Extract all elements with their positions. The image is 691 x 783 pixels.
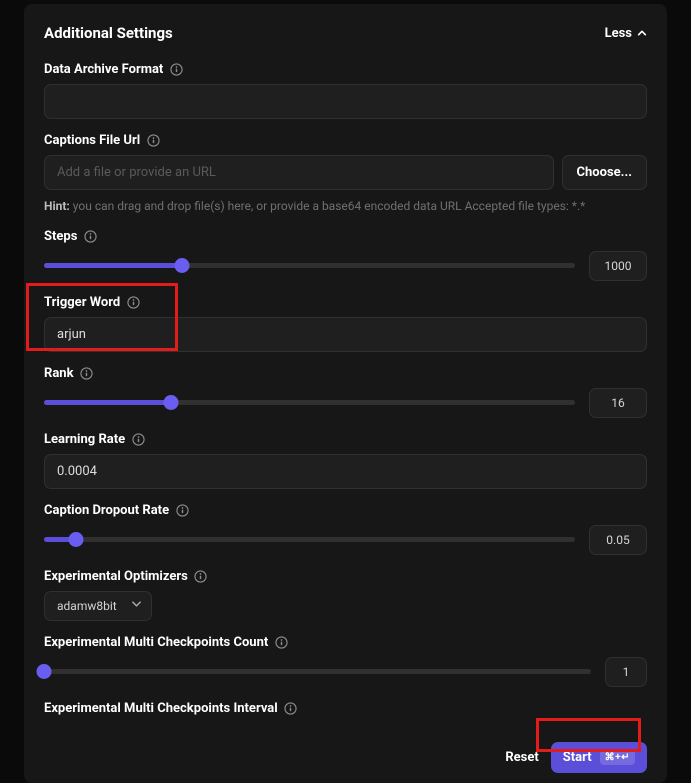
- steps-value[interactable]: 1000: [589, 251, 647, 281]
- trigger-word-field: Trigger Word: [44, 295, 647, 352]
- rank-field: Rank 16: [44, 366, 647, 418]
- steps-slider[interactable]: [44, 256, 575, 276]
- captions-hint: Hint: you can drag and drop file(s) here…: [44, 198, 647, 215]
- checkpoints-interval-label: Experimental Multi Checkpoints Interval: [44, 701, 278, 716]
- settings-panel: Additional Settings Less Data Archive Fo…: [24, 4, 667, 783]
- rank-value[interactable]: 16: [589, 388, 647, 418]
- slider-thumb[interactable]: [164, 395, 179, 410]
- rank-label: Rank: [44, 366, 74, 381]
- checkpoints-count-slider[interactable]: [44, 662, 591, 682]
- trigger-word-input[interactable]: [44, 317, 647, 352]
- captions-label: Captions File Url: [44, 133, 140, 148]
- learning-rate-field: Learning Rate: [44, 432, 647, 489]
- slider-thumb[interactable]: [175, 258, 190, 273]
- hint-label: Hint:: [44, 199, 70, 213]
- dropout-slider[interactable]: [44, 530, 575, 550]
- start-label: Start: [563, 750, 592, 765]
- info-icon[interactable]: [83, 229, 97, 243]
- info-icon[interactable]: [284, 701, 298, 715]
- info-icon[interactable]: [169, 63, 183, 77]
- shortcut-chip: ⌘+↵: [600, 750, 635, 765]
- info-icon[interactable]: [274, 635, 288, 649]
- rank-slider[interactable]: [44, 393, 575, 413]
- info-icon[interactable]: [175, 503, 189, 517]
- checkpoints-count-value[interactable]: 1: [605, 657, 647, 687]
- info-icon[interactable]: [126, 295, 140, 309]
- trigger-word-label: Trigger Word: [44, 295, 120, 310]
- checkpoints-count-label: Experimental Multi Checkpoints Count: [44, 635, 268, 650]
- data-archive-input[interactable]: [44, 84, 647, 119]
- slider-thumb[interactable]: [37, 664, 52, 679]
- start-button[interactable]: Start ⌘+↵: [551, 742, 647, 773]
- footer-bar: Reset Start ⌘+↵: [505, 742, 647, 773]
- optimizers-label: Experimental Optimizers: [44, 569, 188, 584]
- info-icon[interactable]: [146, 134, 160, 148]
- dropout-field: Caption Dropout Rate 0.05: [44, 503, 647, 555]
- optimizers-field: Experimental Optimizers adamw8bit: [44, 569, 647, 621]
- collapse-button[interactable]: Less: [605, 26, 647, 41]
- optimizers-value: adamw8bit: [57, 599, 117, 613]
- section-title: Additional Settings: [44, 24, 173, 42]
- captions-field: Captions File Url Choose... Hint: you ca…: [44, 133, 647, 215]
- info-icon[interactable]: [80, 366, 94, 380]
- checkpoints-count-field: Experimental Multi Checkpoints Count 1: [44, 635, 647, 687]
- learning-rate-label: Learning Rate: [44, 432, 125, 447]
- info-icon[interactable]: [131, 432, 145, 446]
- hint-text: you can drag and drop file(s) here, or p…: [70, 199, 585, 213]
- header-row: Additional Settings Less: [44, 24, 647, 42]
- optimizers-select[interactable]: adamw8bit: [44, 591, 152, 621]
- steps-label: Steps: [44, 229, 77, 244]
- reset-button[interactable]: Reset: [505, 750, 538, 765]
- checkpoints-interval-field: Experimental Multi Checkpoints Interval: [44, 701, 647, 716]
- chevron-up-icon: [637, 28, 647, 38]
- choose-file-button[interactable]: Choose...: [562, 155, 647, 190]
- learning-rate-input[interactable]: [44, 454, 647, 489]
- collapse-label: Less: [605, 26, 632, 41]
- dropout-value[interactable]: 0.05: [589, 525, 647, 555]
- data-archive-field: Data Archive Format: [44, 62, 647, 119]
- captions-url-input[interactable]: [44, 155, 554, 190]
- steps-field: Steps 1000: [44, 229, 647, 281]
- data-archive-label: Data Archive Format: [44, 62, 163, 77]
- info-icon[interactable]: [194, 569, 208, 583]
- dropout-label: Caption Dropout Rate: [44, 503, 169, 518]
- slider-thumb[interactable]: [68, 532, 83, 547]
